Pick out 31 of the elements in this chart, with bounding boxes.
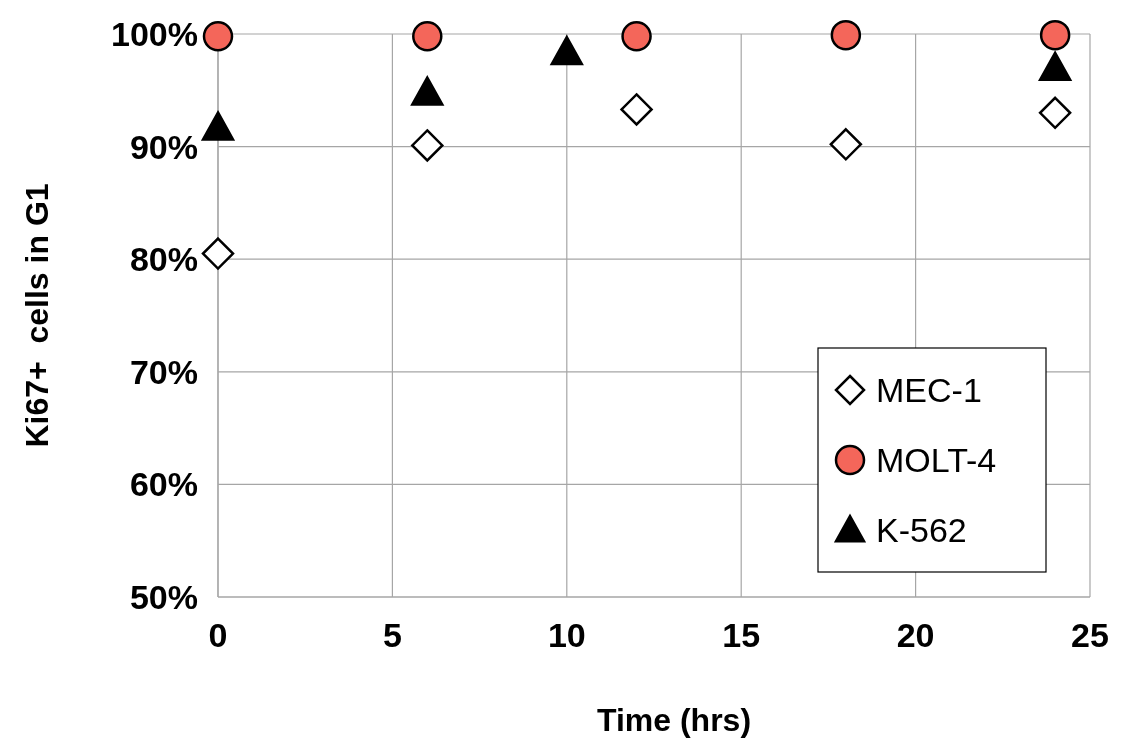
point (411, 129, 444, 162)
y-tick-label: 70% (129, 352, 198, 391)
y-axis-title: Ki67+ cells in G1 (19, 183, 55, 448)
x-tick-label: 10 (547, 616, 586, 654)
y-tick-label: 60% (129, 465, 198, 504)
y-tick-label: 80% (129, 240, 198, 279)
y-tick-label: 90% (129, 127, 198, 166)
x-tick-label: 15 (722, 616, 761, 654)
point (550, 35, 584, 66)
point (1038, 51, 1072, 82)
legend-label: K-562 (876, 510, 967, 549)
point (829, 128, 863, 161)
y-tick-label: 100% (111, 14, 198, 53)
x-tick-label: 25 (1071, 616, 1109, 654)
point (1038, 96, 1072, 130)
point (201, 237, 235, 270)
x-tick-label: 5 (382, 616, 402, 654)
x-axis-title: Time (hrs) (596, 702, 752, 738)
legend-label: MOLT-4 (876, 440, 997, 479)
x-tick-label: 20 (896, 616, 935, 654)
point (830, 19, 862, 51)
point (411, 76, 444, 106)
point (202, 21, 234, 52)
legend-label: MEC-1 (876, 370, 982, 409)
point (201, 111, 235, 141)
point (621, 21, 652, 52)
point (1039, 19, 1071, 51)
x-tick-label: 0 (208, 616, 228, 654)
y-tick-label: 50% (129, 577, 198, 616)
point (412, 21, 443, 52)
point (620, 93, 653, 126)
